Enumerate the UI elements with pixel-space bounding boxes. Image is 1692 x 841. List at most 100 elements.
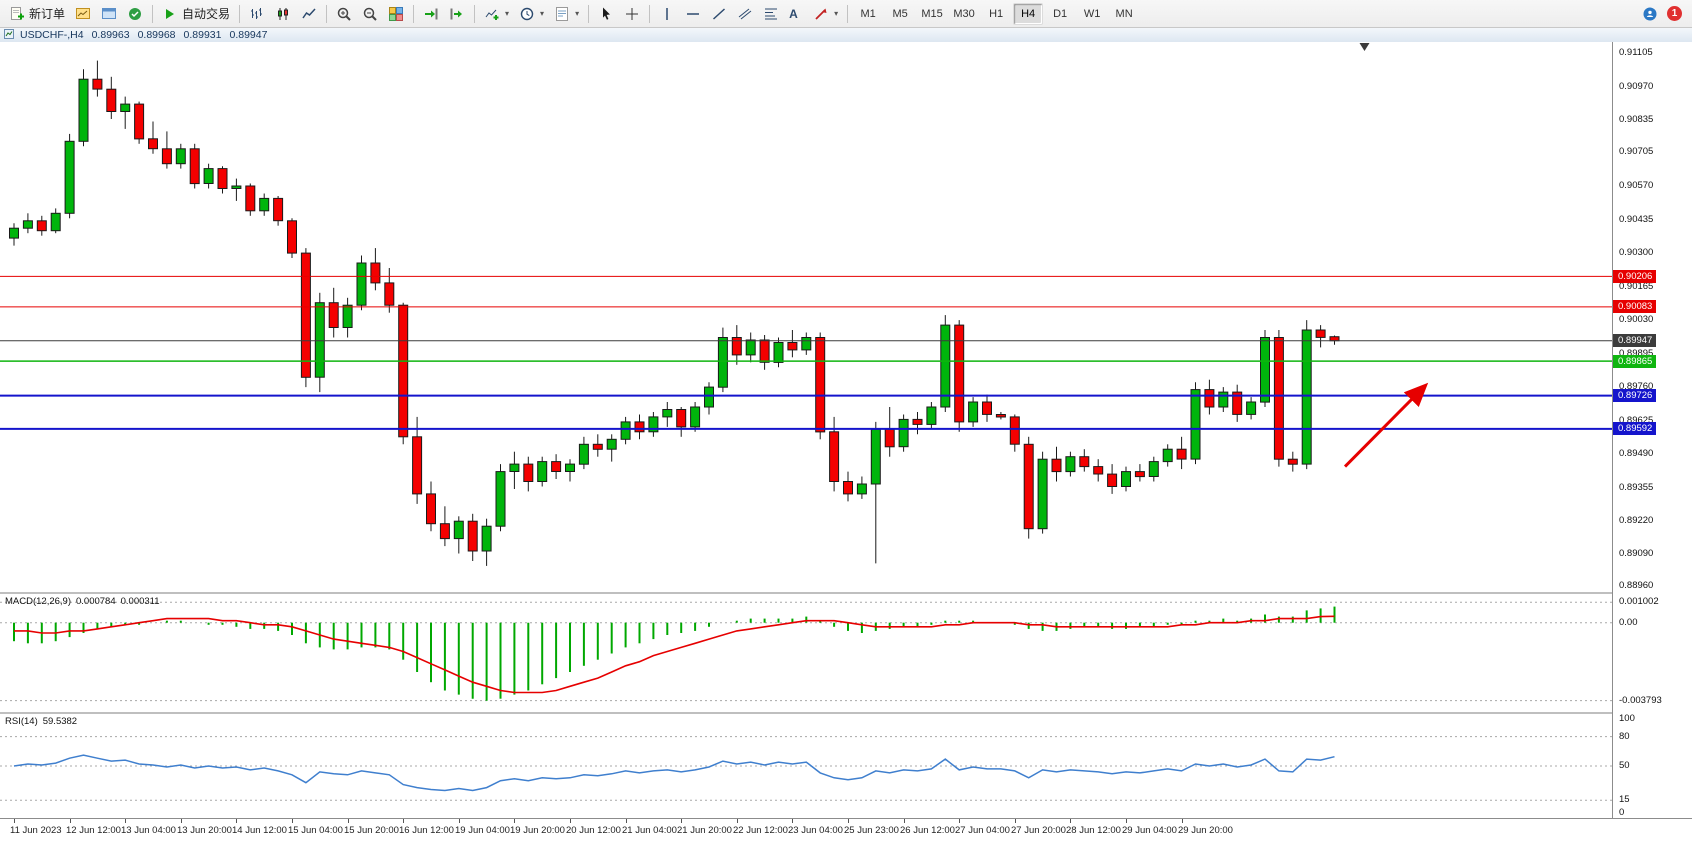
timeframe-button-m15[interactable]: M15	[917, 3, 947, 25]
timeframe-button-m30[interactable]: M30	[949, 3, 979, 25]
macd-canvas[interactable]	[0, 594, 1612, 712]
cursor-tool-button[interactable]	[594, 3, 618, 25]
rsi-axis-label: 80	[1619, 731, 1630, 742]
toolbar-separator	[847, 4, 849, 23]
toolbar: 新订单 自动交易 ▾ ▾ ▾ A ▾	[0, 0, 1692, 28]
timeframe-button-h4[interactable]: H4	[1013, 2, 1044, 25]
vertical-line-tool-button[interactable]	[655, 3, 679, 25]
price-axis-label: 0.90705	[1619, 146, 1654, 157]
caption-high: 0.89968	[137, 29, 176, 41]
community-icon	[1642, 6, 1658, 22]
chart-shift-icon	[449, 6, 465, 22]
chart-window-icon	[4, 28, 14, 42]
time-axis-label: 23 Jun 04:00	[788, 825, 843, 836]
price-axis-label: 0.89090	[1619, 548, 1654, 559]
price-axis-label: 0.90970	[1619, 81, 1654, 92]
main-chart-canvas[interactable]	[0, 42, 1612, 592]
zoom-in-icon	[336, 6, 352, 22]
time-axis-label: 16 Jun 12:00	[399, 825, 454, 836]
indicators-icon	[484, 6, 500, 22]
community-button[interactable]	[1638, 3, 1662, 25]
rsi-pane: RSI(14) 59.5382	[0, 714, 1612, 818]
time-axis-label: 29 Jun 04:00	[1122, 825, 1177, 836]
zoom-in-button[interactable]	[332, 3, 356, 25]
market-watch-button[interactable]	[123, 3, 147, 25]
auto-scroll-icon	[423, 6, 439, 22]
rsi-axis-label: 50	[1619, 760, 1630, 771]
price-axis[interactable]: 0.91105 0.90970 0.90835 0.90705 0.90570 0.904…	[1612, 42, 1692, 818]
candlestick-mode-button[interactable]	[271, 3, 295, 25]
zoom-out-button[interactable]	[358, 3, 382, 25]
timeframe-button-m1[interactable]: M1	[853, 3, 883, 25]
vertical-line-icon	[659, 6, 675, 22]
toolbar-separator	[474, 4, 476, 23]
new-order-icon	[9, 6, 25, 22]
profiles-button[interactable]	[97, 3, 121, 25]
chart-shift-button[interactable]	[445, 3, 469, 25]
price-line-badge: 0.90083	[1613, 300, 1657, 313]
channel-tool-button[interactable]	[733, 3, 757, 25]
timeframe-button-h1[interactable]: H1	[981, 3, 1011, 25]
time-axis-label: 11 Jun 2023	[10, 825, 62, 836]
charts-button[interactable]	[71, 3, 95, 25]
auto-scroll-button[interactable]	[419, 3, 443, 25]
cursor-icon	[598, 6, 614, 22]
price-axis-label: 0.91105	[1619, 47, 1653, 58]
time-axis-tick	[514, 819, 515, 823]
time-axis[interactable]: 11 Jun 2023 12 Jun 12:00 13 Jun 04:00 13 Ju…	[0, 818, 1692, 841]
time-axis-tick	[626, 819, 627, 823]
new-order-button[interactable]: 新订单	[5, 3, 69, 25]
time-axis-tick	[959, 819, 960, 823]
line-chart-mode-button[interactable]	[297, 3, 321, 25]
time-axis-label: 15 Jun 20:00	[344, 825, 399, 836]
tile-windows-button[interactable]	[384, 3, 408, 25]
rsi-axis-label: 0	[1619, 807, 1625, 818]
auto-trading-play-icon	[162, 6, 178, 22]
toolbar-separator	[588, 4, 590, 23]
text-tool-button[interactable]: A	[785, 3, 807, 25]
indicators-button[interactable]: ▾	[480, 3, 513, 25]
timeframe-button-mn[interactable]: MN	[1109, 3, 1139, 25]
time-axis-tick	[14, 819, 15, 823]
line-chart-icon	[301, 6, 317, 22]
arrows-tool-button[interactable]: ▾	[809, 3, 842, 25]
crosshair-tool-button[interactable]	[620, 3, 644, 25]
fibonacci-icon	[763, 6, 779, 22]
time-axis-tick	[181, 819, 182, 823]
price-axis-label: 0.90435	[1619, 214, 1654, 225]
pane-splitter[interactable]	[0, 592, 1692, 594]
time-axis-tick	[737, 819, 738, 823]
bar-chart-mode-button[interactable]	[245, 3, 269, 25]
rsi-label: RSI(14) 59.5382	[5, 716, 78, 727]
auto-trading-label: 自动交易	[182, 7, 231, 21]
time-axis-label: 27 Jun 04:00	[955, 825, 1010, 836]
timeframe-button-w1[interactable]: W1	[1077, 3, 1107, 25]
time-axis-label: 13 Jun 04:00	[121, 825, 176, 836]
templates-button[interactable]: ▾	[550, 3, 583, 25]
candlestick-icon	[275, 6, 291, 22]
rsi-canvas[interactable]	[0, 714, 1612, 818]
price-line-badge: 0.89865	[1613, 355, 1657, 368]
price-axis-label: 0.89355	[1619, 482, 1654, 493]
trendline-tool-button[interactable]	[707, 3, 731, 25]
main-chart-pane	[0, 42, 1612, 592]
pane-splitter[interactable]	[0, 712, 1692, 714]
timeframe-button-d1[interactable]: D1	[1045, 3, 1075, 25]
fibonacci-tool-button[interactable]	[759, 3, 783, 25]
time-axis-tick	[848, 819, 849, 823]
notification-badge[interactable]: 1	[1667, 6, 1682, 21]
price-line-badge: 0.90206	[1613, 270, 1657, 283]
toolbar-separator	[413, 4, 415, 23]
periods-button[interactable]: ▾	[515, 3, 548, 25]
time-axis-label: 21 Jun 20:00	[677, 825, 732, 836]
horizontal-line-tool-button[interactable]	[681, 3, 705, 25]
price-axis-label: 0.89220	[1619, 515, 1654, 526]
auto-trading-button[interactable]: 自动交易	[158, 3, 234, 25]
timeframe-button-m5[interactable]: M5	[885, 3, 915, 25]
time-axis-tick	[792, 819, 793, 823]
toolbar-right-group: 1	[1637, 3, 1688, 25]
price-line-badge: 0.89592	[1613, 422, 1657, 435]
time-axis-tick	[904, 819, 905, 823]
macd-pane: MACD(12,26,9) 0.000784 0.000311	[0, 594, 1612, 712]
